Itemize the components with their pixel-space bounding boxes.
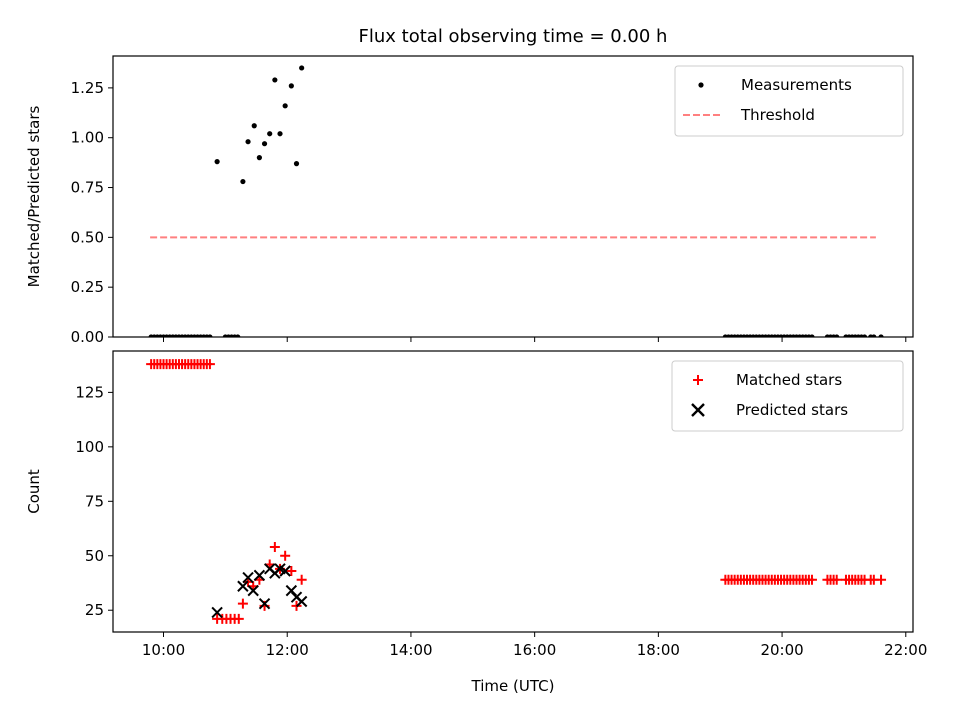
data-point [282,103,288,109]
data-point [871,334,877,337]
legend-box [671,360,904,432]
y-tick-label: 25 [85,601,104,619]
data-point [204,359,215,370]
legend-label: Predicted stars [736,401,848,419]
data-point [242,571,254,584]
x-tick-label: 18:00 [637,641,680,659]
data-point [286,566,297,577]
legend: Matched stars Predicted stars [671,360,904,432]
data-point [876,574,887,585]
y-tick-label: 1.25 [71,79,104,97]
data-point [269,542,280,553]
data-point [277,131,283,137]
y-axis-label: Count [25,469,43,514]
legend-box [674,65,904,137]
panel-top: 0.00 0.25 0.50 0.75 1.00 1.25 Matched/Predicte… [25,55,914,346]
data-point [279,565,291,577]
data-point [211,606,223,619]
data-point [834,334,840,337]
data-point [280,550,291,561]
data-point [293,161,300,167]
legend-label: Matched stars [736,371,842,389]
x-tick-label: 16:00 [513,641,556,659]
data-point [245,139,251,145]
data-point [256,155,262,161]
plot-area [148,65,884,337]
y-tick-label: 0.25 [71,278,104,296]
data-point [295,595,308,608]
series-measurements [148,65,884,337]
y-tick-label: 100 [75,438,104,456]
x-axis-label: Time (UTC) [471,677,555,695]
data-point [214,159,220,165]
plot-area [146,359,887,624]
data-point [258,597,271,610]
data-point [251,123,257,129]
x-tick-label: 10:00 [142,641,185,659]
data-point [261,141,268,147]
data-point [296,574,307,585]
data-point [233,613,244,624]
y-tick-label: 75 [85,492,104,510]
legend-label: Threshold [740,106,815,124]
y-tick-label: 125 [75,383,104,401]
data-point [247,584,259,597]
data-point [272,77,278,83]
series-matched-stars [146,359,887,624]
series-predicted-stars [211,563,308,619]
x-tick-label: 12:00 [266,641,309,659]
data-point [235,334,241,337]
y-axis-label: Matched/Predicted stars [25,106,43,288]
data-point [240,178,246,185]
axes-frame [112,350,914,633]
y-tick-label: 0.50 [71,228,104,246]
data-point [237,598,248,609]
x-tick-label: 20:00 [760,641,803,659]
data-point [861,334,868,337]
y-tick-label: 50 [85,547,104,565]
x-tick-label: 22:00 [884,641,927,659]
legend-marker [693,375,703,385]
data-point [299,65,305,71]
data-point [288,83,294,89]
chart-title: Flux total observing time = 0.00 h [359,26,668,47]
axes-frame [112,55,914,338]
data-point [267,131,273,137]
panel-bottom: 25 50 75 100 125 10:00 12:00 14:00 16:00 18:00 20:… [25,350,927,695]
data-point [806,574,817,585]
data-point [253,569,266,582]
y-tick-label: 1.00 [71,129,104,147]
y-tick-label: 0.00 [71,328,104,346]
data-point [809,334,815,337]
data-point [831,574,842,585]
legend-marker [691,403,705,417]
x-tick-label: 14:00 [389,641,432,659]
legend: Measurements Threshold [674,65,904,137]
data-point [207,334,213,337]
y-tick-label: 0.75 [71,179,104,197]
legend-label: Measurements [741,76,852,94]
legend-marker [698,82,704,88]
data-point [237,580,249,592]
data-point [878,334,884,337]
